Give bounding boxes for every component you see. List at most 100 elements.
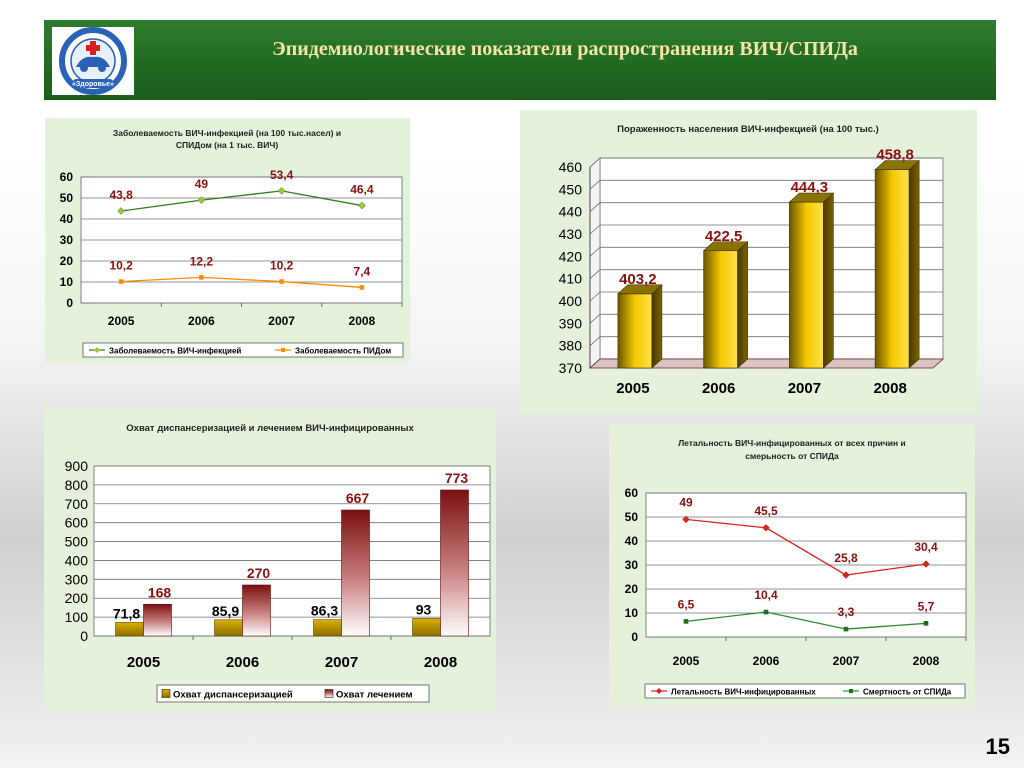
chart-title: Летальность ВИЧ-инфицированных от всех п… [678,438,906,448]
data-point [682,515,690,524]
bar [789,201,824,369]
bar [115,622,144,637]
bar-side [908,160,920,369]
bar [617,293,653,369]
bar [242,584,271,637]
bar [440,489,469,637]
chart-title: Охват диспансеризацией и лечением ВИЧ-ин… [126,423,414,434]
y-tick-label: 0 [80,628,88,644]
data-label: 773 [445,470,469,486]
bar-top [874,160,920,170]
x-tick-label: 2006 [226,654,259,671]
y-tick-label: 460 [559,159,583,175]
x-tick-label: 2007 [788,380,821,397]
series-line [121,190,362,212]
y-tick-label: 440 [559,204,583,220]
chart-lethality: Летальность ВИЧ-инфицированных от всех п… [625,438,967,699]
y-tick-label: 10 [625,606,639,620]
y-tick-label: 40 [60,212,74,226]
legend-label: Заболеваемость ВИЧ-инфекцией [109,347,241,356]
legend-label: Охват лечением [336,690,412,701]
bar [412,618,441,637]
x-tick-label: 2007 [833,654,860,668]
x-tick-label: 2005 [673,654,700,668]
logo-text: «Здоровье» [72,81,114,88]
data-point [923,621,929,626]
legend-box [82,342,404,358]
chart-incidence: Заболеваемость ВИЧ-инфекцией (на 100 тыс… [60,128,404,358]
y-tick-label: 370 [559,360,583,376]
data-point [683,619,689,624]
gridline [589,179,943,190]
legend-box [644,683,966,699]
data-label: 45,5 [754,504,778,518]
chart-lethality-panel: Летальность ВИЧ-инфицированных от всех п… [609,424,975,706]
data-label: 667 [346,490,370,506]
legend-swatch [161,689,171,698]
data-label: 3,3 [838,605,855,619]
data-point [117,207,125,215]
page-title: Эпидемиологические показатели распростра… [272,38,858,60]
x-tick-label: 2007 [268,314,295,328]
legend-marker [656,688,662,694]
x-tick-label: 2006 [753,654,780,668]
legend-box [156,684,430,703]
data-label: 458,8 [876,147,914,164]
logo-emblem-icon: «Здоровье» [59,27,127,95]
data-point [279,279,284,284]
legend-marker [281,348,285,352]
chart-title: Заболеваемость ВИЧ-инфекцией (на 100 тыс… [113,128,341,138]
y-tick-label: 20 [625,582,639,596]
chart-title: СПИДом (на 1 тыс. ВИЧ) [176,140,278,150]
y-tick-label: 500 [65,534,89,550]
y-tick-label: 380 [559,338,583,354]
data-label: 10,2 [270,259,294,273]
data-label: 270 [247,565,271,581]
data-point [358,201,366,210]
data-label: 49 [195,177,209,191]
page-number: 15 [985,734,1010,759]
plot-side-wall [589,157,601,369]
y-tick-label: 20 [60,254,74,268]
data-point [843,626,849,632]
data-label: 86,3 [311,603,338,619]
data-label: 403,2 [619,271,657,288]
chart-title: смерьность от СПИДа [745,451,839,461]
y-tick-label: 390 [559,315,583,331]
data-label: 30,4 [914,540,938,554]
x-tick-label: 2008 [349,314,376,328]
data-label: 49 [679,495,693,509]
title-banner [44,20,996,100]
bar [341,509,370,637]
data-label: 25,8 [834,551,858,565]
legend-label: Охват диспансеризацией [173,690,293,701]
data-point [762,523,770,532]
y-tick-label: 430 [559,226,583,242]
bar-top [617,284,663,295]
y-tick-label: 450 [559,181,583,197]
y-tick-label: 900 [65,458,89,474]
y-tick-label: 200 [65,590,89,606]
data-label: 10,2 [109,259,133,273]
y-tick-label: 0 [631,630,638,644]
data-label: 46,4 [350,183,374,197]
data-label: 422,5 [705,228,743,245]
bar [214,619,243,637]
y-tick-label: 400 [559,293,583,309]
series-line [685,611,927,630]
x-tick-label: 2005 [616,380,649,397]
y-tick-label: 100 [65,609,89,625]
data-label: 12,2 [190,254,214,268]
chart-prevalence-panel: Пораженность населения ВИЧ-инфекцией (на… [520,110,977,414]
chart-coverage: Охват диспансеризацией и лечением ВИЧ-ин… [65,423,491,703]
legend-label: Смертность от СПИДа [863,688,952,697]
x-tick-label: 2005 [127,654,160,671]
x-tick-label: 2008 [873,380,906,397]
data-point [118,279,124,284]
y-tick-label: 700 [65,496,89,512]
y-tick-label: 0 [66,296,73,310]
bar [143,603,172,637]
x-tick-label: 2006 [188,314,215,328]
data-point [842,571,850,579]
y-tick-label: 800 [65,477,89,493]
